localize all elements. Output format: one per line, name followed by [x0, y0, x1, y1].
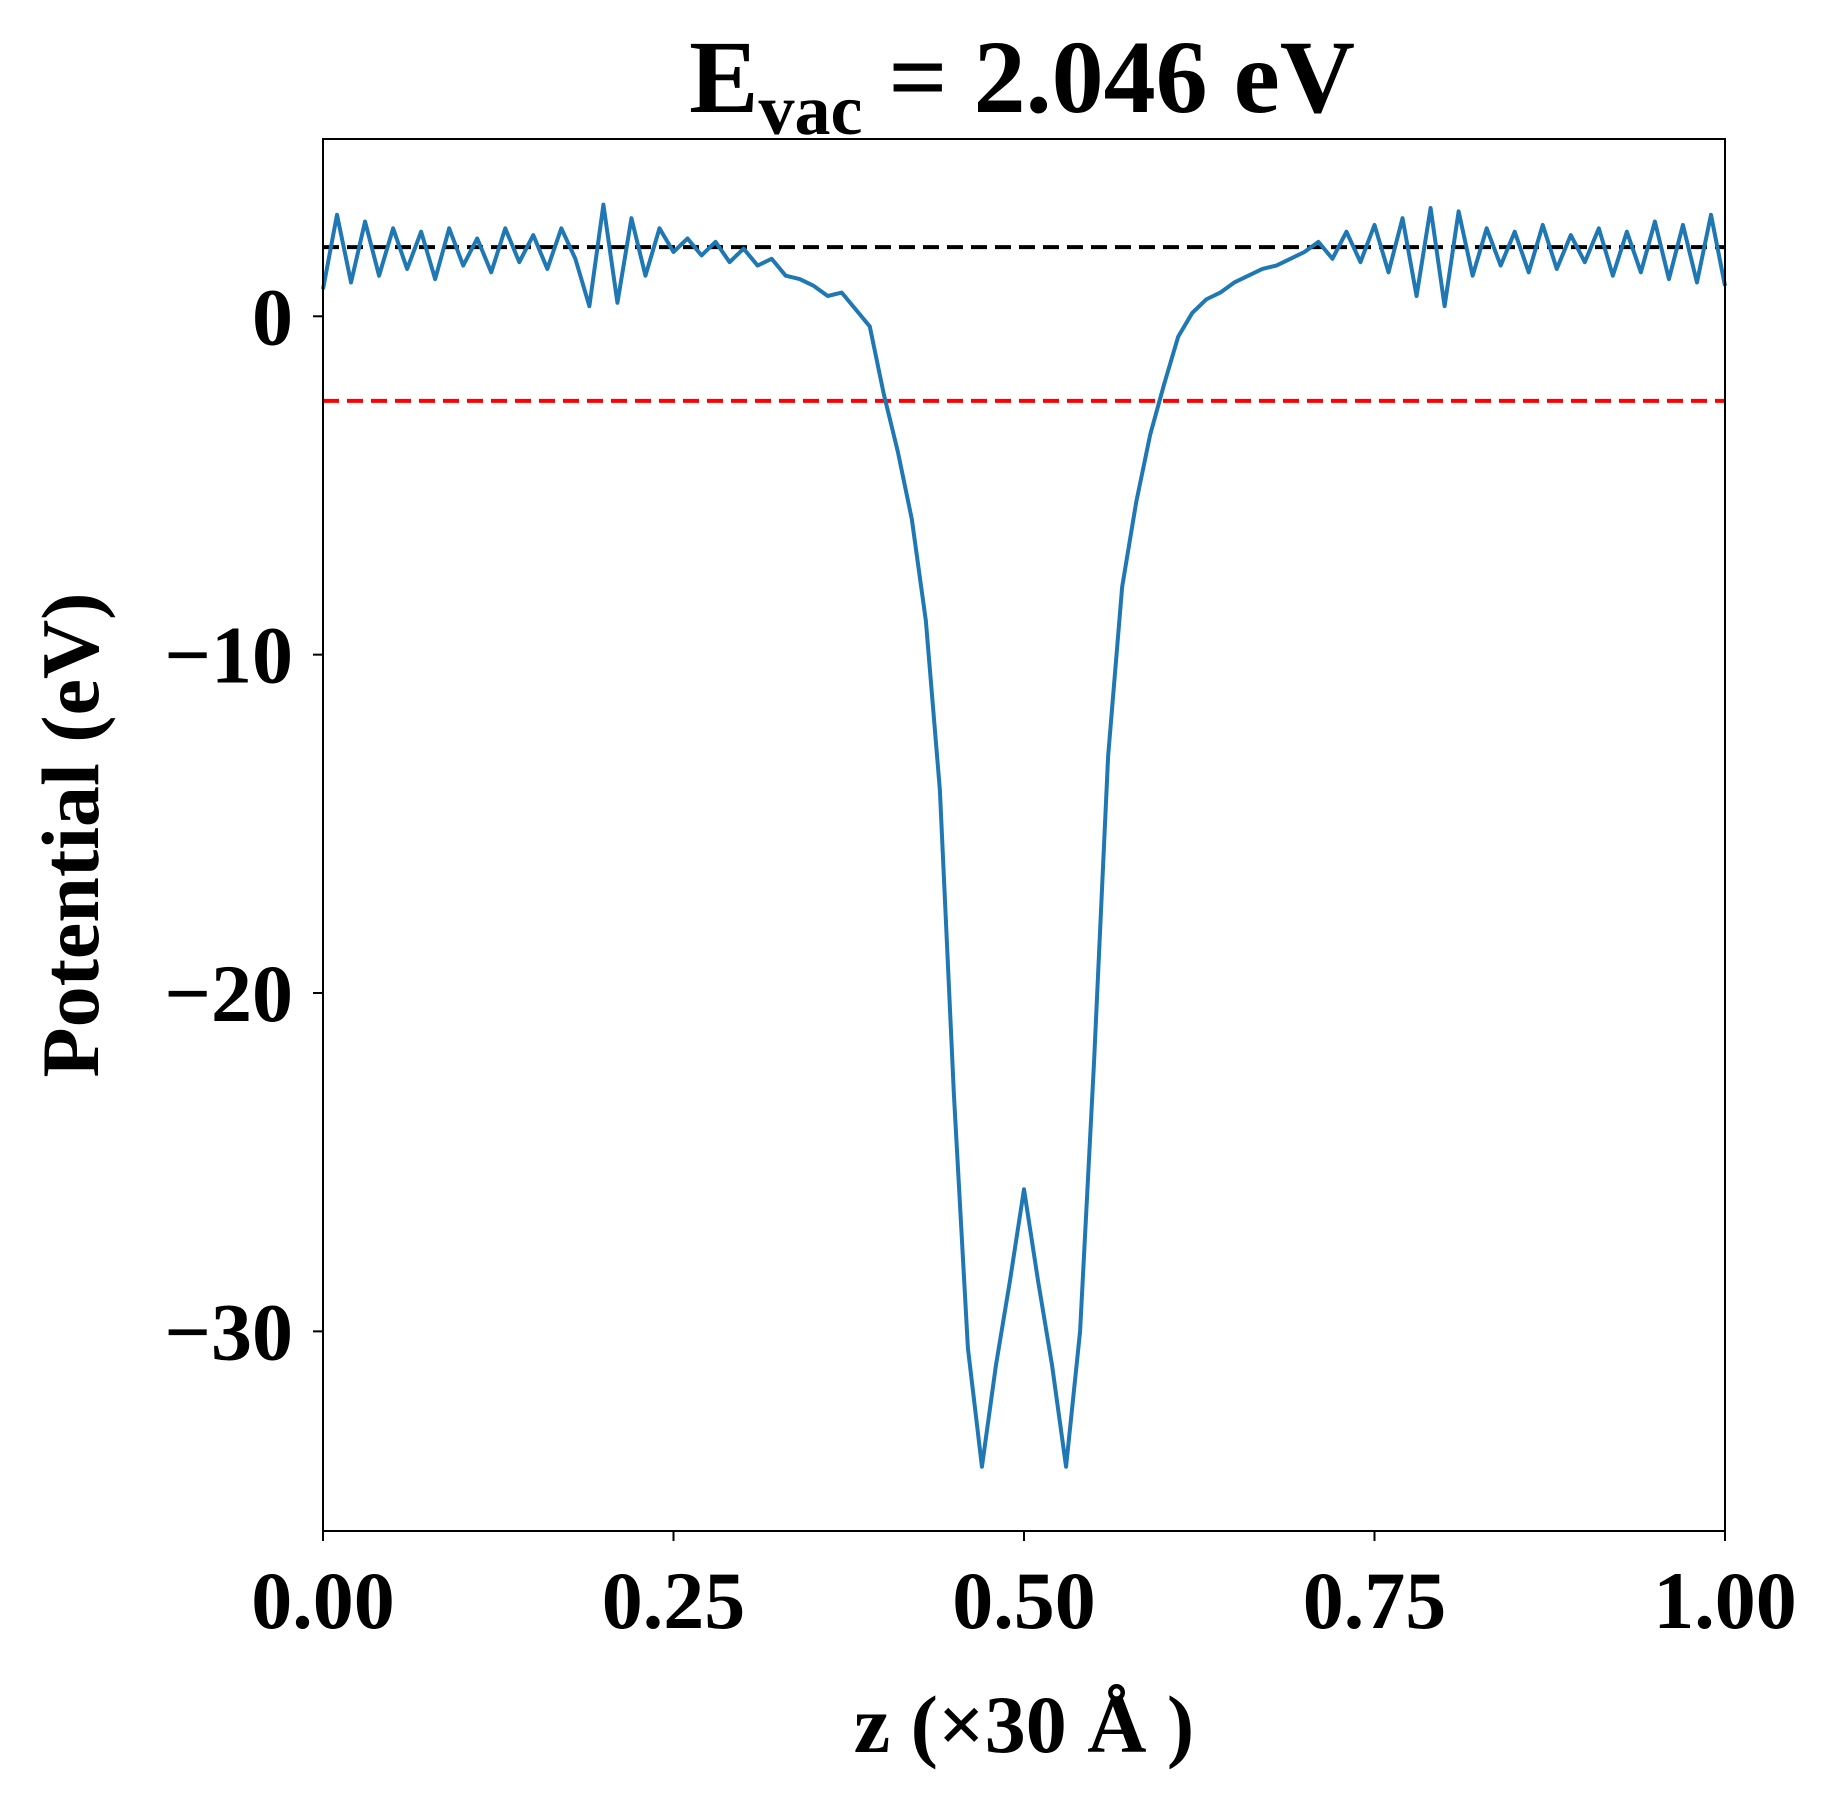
chart-title: Evac = 2.046 eV	[689, 20, 1355, 150]
x-tick-label: 0.00	[251, 1555, 395, 1646]
y-tick-label: −30	[164, 1286, 293, 1377]
plot-frame	[322, 138, 1726, 1532]
y-tick-label: −20	[164, 948, 293, 1039]
data-line	[321, 202, 1727, 1469]
title-main: E	[689, 20, 758, 135]
x-tick-label: 1.00	[1653, 1555, 1797, 1646]
y-tick-label: 0	[252, 271, 293, 362]
y-tick-label: −10	[164, 610, 293, 701]
x-tick-label: 0.50	[952, 1555, 1096, 1646]
x-axis-label: z (×30 Å )	[854, 1679, 1194, 1770]
x-tick-label: 0.75	[1303, 1555, 1447, 1646]
title-subscript: vac	[758, 70, 862, 150]
title-rest: = 2.046 eV	[862, 20, 1355, 135]
y-axis-label: Potential (eV)	[25, 593, 116, 1078]
x-tick-label: 0.25	[602, 1555, 746, 1646]
